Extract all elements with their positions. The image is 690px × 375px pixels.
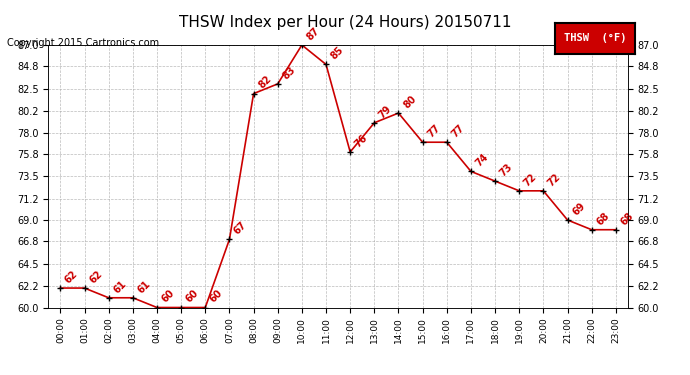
Text: 69: 69 [571, 201, 587, 217]
Text: 79: 79 [377, 104, 394, 120]
Text: 77: 77 [426, 123, 442, 140]
Text: 60: 60 [208, 288, 225, 305]
Text: 62: 62 [88, 268, 104, 285]
Text: THSW  (°F): THSW (°F) [564, 33, 627, 44]
Text: 60: 60 [160, 288, 177, 305]
Text: 74: 74 [474, 152, 491, 169]
Text: 85: 85 [329, 45, 346, 62]
Text: 82: 82 [257, 74, 273, 91]
Text: THSW Index per Hour (24 Hours) 20150711: THSW Index per Hour (24 Hours) 20150711 [179, 15, 511, 30]
Text: 62: 62 [63, 268, 80, 285]
Text: 60: 60 [184, 288, 201, 305]
Text: 77: 77 [450, 123, 466, 140]
Text: Copyright 2015 Cartronics.com: Copyright 2015 Cartronics.com [7, 38, 159, 48]
Text: 61: 61 [136, 278, 152, 295]
Text: 68: 68 [595, 210, 611, 227]
Text: 73: 73 [498, 162, 515, 178]
Text: 72: 72 [522, 171, 539, 188]
Text: 76: 76 [353, 132, 370, 149]
Text: 68: 68 [619, 210, 635, 227]
Text: 72: 72 [546, 171, 563, 188]
Text: 67: 67 [233, 220, 249, 237]
Text: 80: 80 [402, 94, 418, 110]
Text: 61: 61 [112, 278, 128, 295]
Text: 87: 87 [305, 26, 322, 42]
Text: 83: 83 [281, 64, 297, 81]
